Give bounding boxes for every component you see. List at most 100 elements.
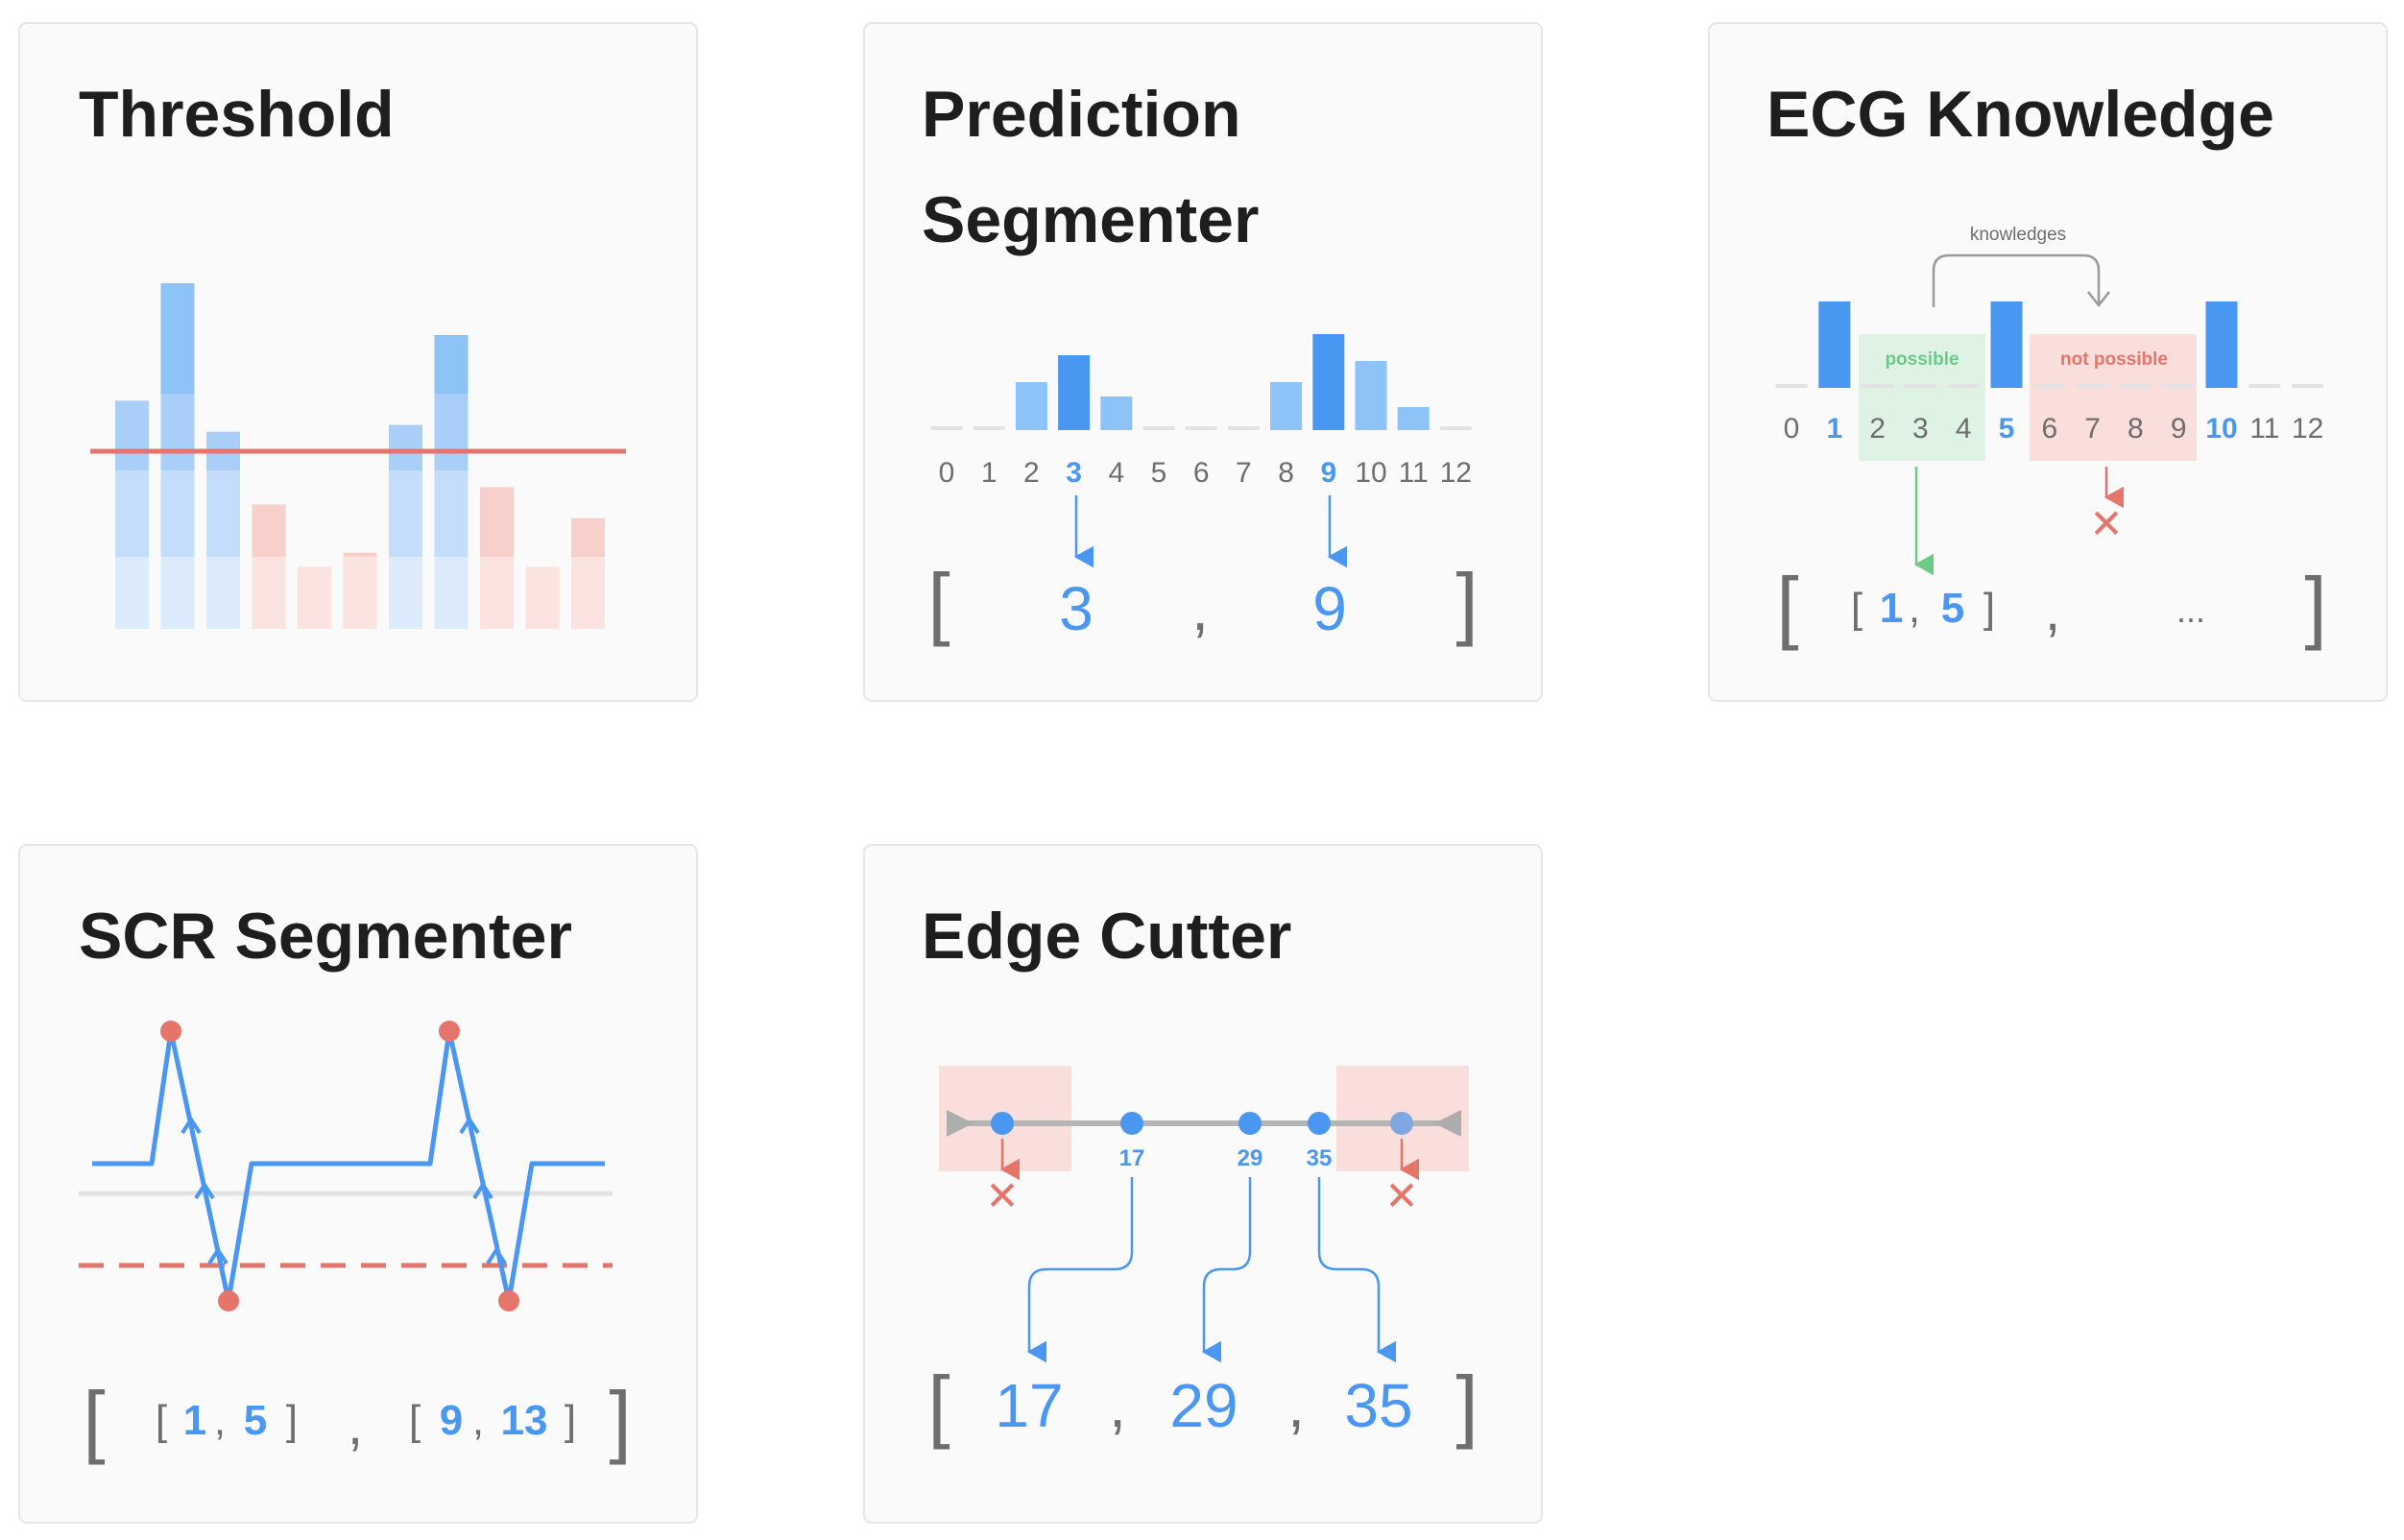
possible-label: possible: [1885, 349, 1959, 370]
knowledge-arrowhead: [2087, 291, 2110, 308]
axis-tick-label: 1: [1826, 413, 1842, 445]
empty-bar: [1947, 384, 1980, 388]
inner-bracket-close: ]: [565, 1397, 576, 1444]
axis-tick-label: 10: [1355, 457, 1386, 489]
ecg-bar: [1818, 301, 1851, 388]
output-value: 35: [1344, 1371, 1412, 1440]
threshold-bar: [571, 517, 605, 629]
index-axis: 0 1 2 3 4 5 6 7 8 9 10 11 12: [1784, 413, 2324, 445]
prediction-bar: [1355, 361, 1387, 430]
axis-tick-label: 3: [1066, 457, 1082, 489]
empty-bar: [2292, 384, 2324, 388]
axis-tick-label: 1: [981, 457, 998, 489]
empty-bar: [1227, 426, 1260, 430]
empty-bar: [2162, 384, 2195, 388]
ecg-bars: [1775, 301, 2324, 388]
empty-bar: [1142, 426, 1175, 430]
axis-tick-label: 12: [2292, 413, 2323, 445]
inner-bracket-close: ]: [1983, 585, 1995, 632]
card-scr-segmenter: SCR Segmenter [ [ 1 , 5 ] , [ 9 ,: [18, 844, 698, 1524]
axis-tick-label: 10: [2205, 413, 2237, 445]
axis-tick-label: 11: [2249, 413, 2279, 445]
output-value: 3: [1059, 574, 1094, 643]
bracket-close: ]: [2304, 561, 2326, 651]
threshold-bar-chart: [115, 283, 605, 629]
prediction-bar: [1312, 334, 1345, 430]
prediction-bar: [1058, 355, 1091, 430]
separator: ,: [2045, 580, 2060, 642]
inner-bracket-open: [: [156, 1397, 167, 1444]
axis-tick-label: 9: [1320, 457, 1336, 489]
knowledge-link: [1932, 253, 2101, 307]
signal-trace: [92, 1028, 605, 1304]
output-list: [ 17 , 29 , 35 ]: [927, 1360, 1478, 1450]
axis-tick-label: 2: [1023, 457, 1040, 489]
output-list: [ [ 1 , 5 ] , [ 9 , 13 ] ]: [83, 1375, 631, 1465]
ecg-bar: [2205, 301, 2238, 388]
inner-separator: ,: [472, 1397, 484, 1444]
empty-bar: [2119, 384, 2152, 388]
edge-marker-left: [947, 1110, 974, 1137]
card-prediction-segmenter: Prediction Segmenter 0 1 2 3 4 5 6 7 8 9 10 11 12 [ …: [863, 22, 1543, 702]
output-list: [ [ 1 , 5 ] , ... ]: [1776, 561, 2326, 651]
bracket-close: ]: [1455, 1360, 1478, 1450]
axis-tick-label: 0: [939, 457, 955, 489]
bracket-open: [: [927, 1360, 950, 1450]
reject-x-icon: ✕: [1384, 1173, 1418, 1218]
axis-tick-label: 6: [2041, 413, 2057, 445]
axis-tick-label: 2: [1869, 413, 1886, 445]
axis-tick-label: 8: [2128, 413, 2144, 445]
output-value: 1: [1880, 585, 1903, 632]
threshold-bar: [160, 283, 195, 629]
trough-marker: [218, 1290, 239, 1311]
card-title-line2: Segmenter: [922, 183, 1259, 256]
empty-bar: [973, 426, 1005, 430]
empty-bar: [1862, 384, 1894, 388]
empty-bar: [2248, 384, 2281, 388]
index-axis: 0 1 2 3 4 5 6 7 8 9 10 11 12: [939, 457, 1472, 489]
separator: ,: [1287, 1371, 1305, 1440]
empty-bar: [1185, 426, 1217, 430]
inner-separator: ,: [214, 1397, 226, 1444]
output-value: 29: [1169, 1371, 1238, 1440]
not-possible-region: [2030, 334, 2197, 461]
separator: ,: [1109, 1371, 1126, 1440]
not-possible-label: not possible: [2060, 349, 2168, 370]
ecg-bar: [1990, 301, 2023, 388]
axis-tick-label: 9: [2171, 413, 2187, 445]
axis-tick-label: 4: [1956, 413, 1972, 445]
empty-bar: [2033, 384, 2066, 388]
inner-separator: ,: [1909, 585, 1920, 632]
inner-bracket-open: [: [409, 1397, 421, 1444]
point-label: 35: [1307, 1145, 1333, 1171]
axis-tick-label: 4: [1108, 457, 1124, 489]
point-marker: [1238, 1112, 1262, 1135]
point-label: 17: [1119, 1145, 1145, 1171]
prediction-bar: [1015, 382, 1047, 430]
axis-tick-label: 0: [1784, 413, 1800, 445]
point-marker: [1120, 1112, 1143, 1135]
prediction-bar: [1100, 397, 1133, 430]
reject-x-icon: ✕: [985, 1173, 1019, 1218]
card-title: SCR Segmenter: [79, 900, 572, 973]
output-list: [ 3 , 9 ]: [927, 557, 1478, 647]
reject-x-icon: ✕: [2089, 501, 2123, 546]
threshold-bar: [389, 424, 422, 629]
bracket-close: ]: [609, 1375, 631, 1465]
prediction-bars: [930, 334, 1472, 430]
card-ecg-knowledge: ECG Knowledge possible not possible know…: [1708, 22, 2388, 702]
output-value: 17: [995, 1371, 1063, 1440]
edge-marker-right: [1434, 1110, 1461, 1137]
axis-tick-label: 6: [1193, 457, 1210, 489]
empty-bar: [1439, 426, 1472, 430]
axis-tick-label: 8: [1278, 457, 1294, 489]
point-marker: [1308, 1112, 1331, 1135]
separator: ,: [348, 1394, 363, 1456]
bracket-open: [: [1776, 561, 1798, 651]
card-title: Edge Cutter: [922, 900, 1291, 973]
threshold-bar: [525, 566, 560, 629]
point-marker: [991, 1112, 1014, 1135]
bracket-close: ]: [1455, 557, 1478, 647]
threshold-bar: [480, 487, 514, 629]
threshold-bar: [434, 335, 469, 629]
